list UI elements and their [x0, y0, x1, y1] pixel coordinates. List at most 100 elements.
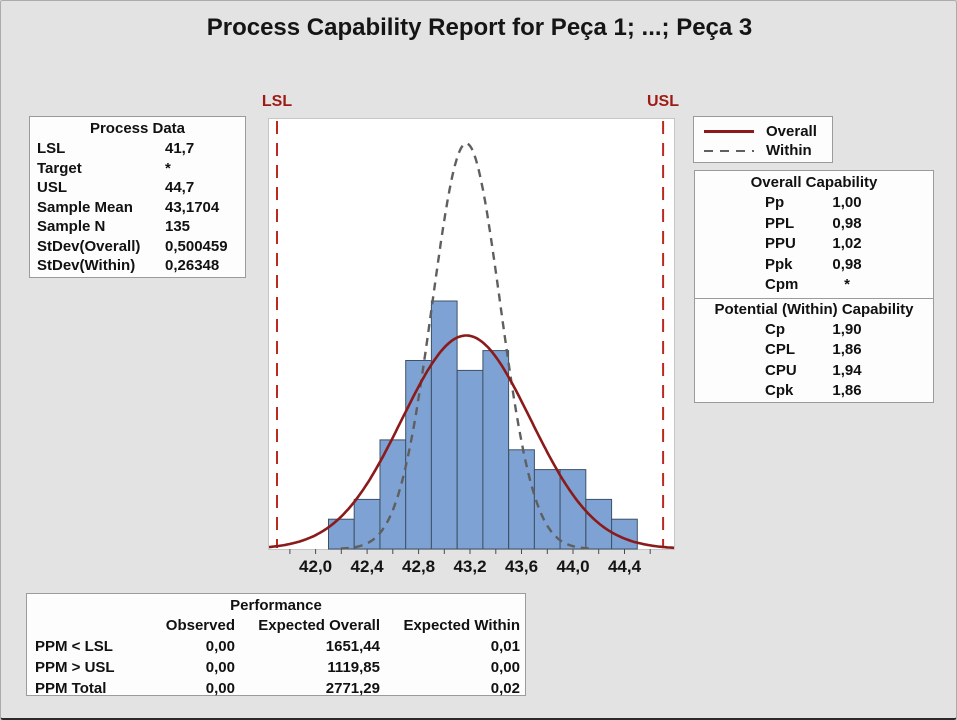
row-label: PPM > USL — [35, 659, 115, 676]
performance-row: PPM > USL 0,00 1119,85 0,00 — [35, 657, 520, 678]
histogram-bar — [379, 439, 407, 550]
expected-overall-value: 2771,29 — [325, 680, 380, 697]
histogram-svg: 42,0 42,4 42,8 43,2 43,6 44,0 44,4 — [268, 121, 675, 576]
stat-label: PPU — [765, 235, 796, 252]
observed-value: 0,00 — [205, 680, 235, 697]
expected-within-value: 0,02 — [490, 680, 520, 697]
stat-value: * — [844, 276, 850, 293]
col-header-observed: Observed — [165, 617, 235, 634]
stat-value: 0,26348 — [165, 257, 220, 274]
capability-row: CPU 1,94 — [695, 361, 933, 382]
capability-divider — [695, 297, 933, 300]
x-axis-ticks — [289, 549, 651, 554]
performance-box: Performance Observed Expected Overall Ex… — [26, 593, 526, 699]
lsl-label: LSL — [261, 93, 293, 110]
x-axis-tick-label: 42,4 — [351, 557, 385, 576]
stat-label: Sample Mean — [37, 198, 133, 216]
stat-label: StDev(Within) — [37, 257, 136, 274]
histogram-bars — [328, 300, 638, 550]
histogram-bar — [430, 300, 458, 550]
within-curve — [340, 142, 592, 550]
legend-item-within: Within — [704, 141, 832, 160]
expected-overall-value: 1119,85 — [327, 659, 380, 676]
stat-label: PPL — [765, 214, 795, 232]
legend-label: Overall — [766, 123, 817, 140]
stat-value: 41,7 — [165, 140, 195, 157]
observed-value: 0,00 — [205, 659, 235, 676]
stat-label: Ppk — [765, 255, 793, 273]
stat-label: Cpm — [765, 276, 799, 293]
capability-row: Pp 1,00 — [695, 193, 933, 214]
performance-header-row: Observed Expected Overall Expected Withi… — [35, 615, 520, 636]
stat-value: 0,98 — [832, 214, 862, 232]
x-axis-labels: 42,0 42,4 42,8 43,2 43,6 44,0 44,4 — [299, 557, 642, 576]
stat-label: Cpk — [765, 382, 794, 399]
histogram-bar — [353, 498, 381, 550]
x-axis-tick-label: 44,0 — [556, 557, 589, 576]
process-data-row: Target * — [30, 159, 245, 179]
expected-overall-value: 1651,44 — [325, 638, 380, 655]
col-header-expected-within: Expected Within — [403, 617, 520, 634]
capability-row: CPL 1,86 — [695, 340, 933, 361]
process-data-row: USL 44,7 — [30, 178, 245, 198]
histogram-bar — [508, 449, 535, 550]
x-axis-tick-label: 43,6 — [505, 557, 538, 576]
stat-label: LSL — [37, 140, 66, 157]
process-data-row: Sample Mean 43,1704 — [30, 198, 245, 218]
capability-row: PPU 1,02 — [695, 234, 933, 255]
stat-label: Cp — [765, 320, 785, 338]
process-data-box: Process Data LSL 41,7 Target * USL 44,7 Sam… — [29, 116, 246, 278]
stat-value: 1,86 — [832, 382, 862, 399]
performance-row: PPM < LSL 0,00 1651,44 0,01 — [35, 636, 520, 657]
within-line-sample-icon — [704, 149, 754, 152]
capability-row: Cpm * — [695, 275, 933, 296]
capability-row: Cpk 1,86 — [695, 381, 933, 402]
process-data-title: Process Data — [89, 120, 186, 137]
x-axis-tick-label: 42,8 — [402, 557, 435, 576]
expected-within-value: 0,01 — [490, 638, 520, 655]
legend-label: Within — [766, 142, 812, 159]
stat-value: 0,500459 — [165, 237, 228, 255]
empty-cell — [35, 615, 150, 636]
performance-row: PPM Total 0,00 2771,29 0,02 — [35, 678, 520, 699]
stat-label: CPU — [765, 361, 797, 379]
process-data-row: StDev(Within) 0,26348 — [30, 256, 245, 276]
stat-value: 44,7 — [165, 179, 195, 196]
page-title: Process Capability Report for Peça 1; ..… — [206, 14, 753, 41]
x-axis-tick-label: 44,4 — [608, 557, 642, 576]
row-label: PPM Total — [35, 680, 107, 697]
histogram-plot-area: 42,0 42,4 42,8 43,2 43,6 44,0 44,4 — [268, 118, 675, 576]
stat-label: Pp — [765, 194, 785, 211]
stat-value: 0,98 — [832, 255, 862, 273]
expected-within-value: 0,00 — [490, 659, 520, 676]
stat-label: StDev(Overall) — [37, 237, 141, 255]
stat-value: 43,1704 — [165, 198, 220, 216]
col-header-expected-overall: Expected Overall — [258, 617, 380, 634]
capability-box: Overall Capability Pp 1,00 PPL 0,98 PPU 1,0… — [694, 170, 934, 403]
process-data-row: StDev(Overall) 0,500459 — [30, 237, 245, 257]
process-data-row: LSL 41,7 — [30, 139, 245, 159]
stat-label: Sample N — [37, 218, 106, 235]
histogram-bar — [456, 369, 484, 550]
overall-curve — [268, 334, 675, 550]
histogram-bar — [482, 350, 510, 550]
stat-label: Target — [37, 159, 82, 177]
stat-value: 1,94 — [832, 361, 862, 379]
stat-value: 1,00 — [832, 194, 862, 211]
legend-item-overall: Overall — [704, 122, 832, 141]
capability-row: Ppk 0,98 — [695, 255, 933, 276]
usl-label: USL — [647, 93, 679, 110]
row-label: PPM < LSL — [35, 638, 113, 655]
legend-box: Overall Within — [693, 116, 833, 163]
stat-value: 1,90 — [832, 320, 862, 338]
process-data-row: Sample N 135 — [30, 217, 245, 237]
overall-capability-title: Overall Capability — [750, 174, 878, 191]
capability-row: Cp 1,90 — [695, 320, 933, 341]
x-axis-tick-label: 43,2 — [453, 557, 486, 576]
stat-label: CPL — [765, 341, 795, 358]
x-axis-tick-label: 42,0 — [299, 557, 332, 576]
performance-title: Performance — [230, 597, 322, 614]
stat-value: 135 — [165, 218, 191, 235]
stat-label: USL — [37, 179, 67, 196]
stat-value: 1,86 — [832, 341, 862, 358]
